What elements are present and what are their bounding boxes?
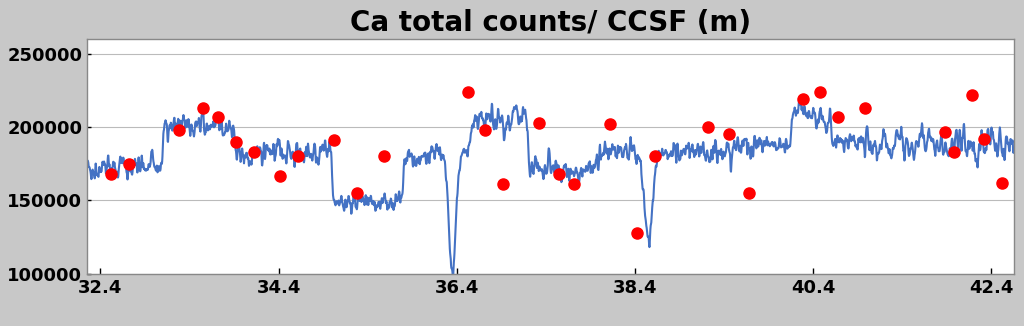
Title: Ca total counts/ CCSF (m): Ca total counts/ CCSF (m) (350, 9, 751, 37)
